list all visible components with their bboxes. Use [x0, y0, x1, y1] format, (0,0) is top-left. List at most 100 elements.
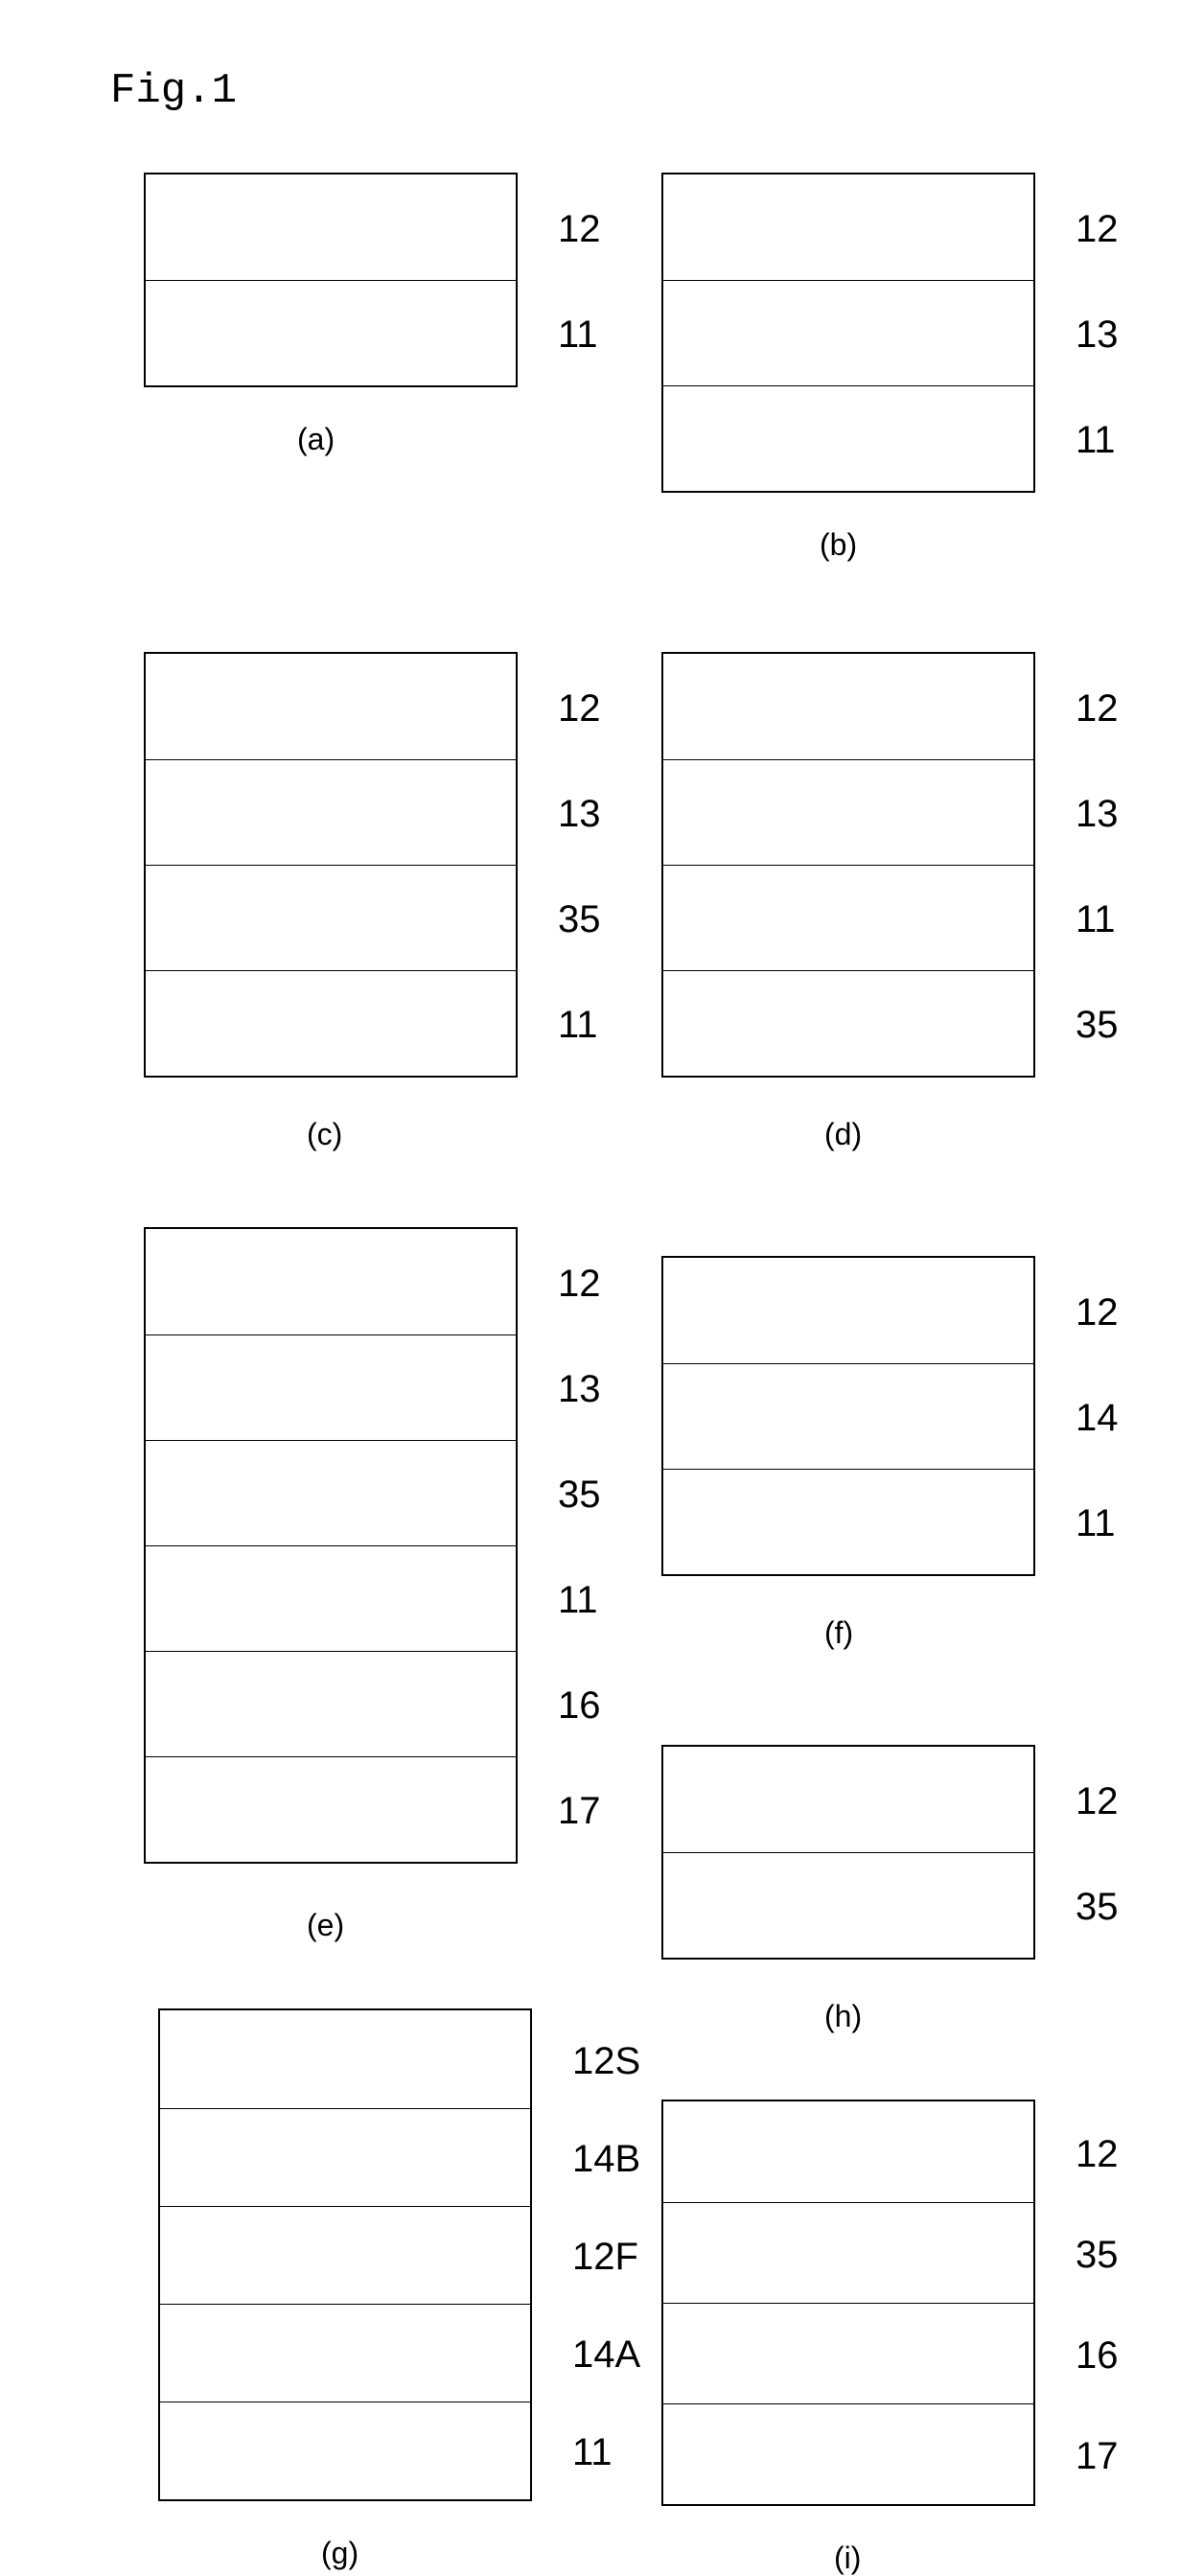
layer: 14	[661, 1363, 1035, 1469]
layer-label: 13	[1076, 313, 1119, 357]
layer: 11	[661, 1469, 1035, 1574]
layer-label: 12	[1076, 687, 1119, 731]
layer-label: 14B	[572, 2138, 640, 2181]
layer: 35	[661, 1852, 1035, 1958]
layer-stack-c: 12133511	[144, 652, 518, 1078]
layer-separator	[146, 1334, 516, 1335]
layer: 35	[144, 1440, 518, 1545]
layer-label: 14A	[572, 2333, 640, 2377]
subfigure-caption-a: (a)	[297, 422, 335, 457]
layer-label: 11	[572, 2431, 613, 2474]
layer: 12	[661, 2101, 1035, 2202]
layer: 12	[661, 1747, 1035, 1852]
layer-separator	[146, 280, 516, 281]
layer: 12S	[158, 2010, 532, 2108]
layer: 12	[661, 1258, 1035, 1363]
layer: 12	[661, 174, 1035, 280]
figure-title: Fig.1	[110, 67, 237, 115]
layer: 12	[661, 654, 1035, 759]
layer-label: 17	[1076, 2435, 1119, 2478]
layer-stack-f: 121411	[661, 1256, 1035, 1576]
layer: 11	[661, 385, 1035, 491]
layer-separator	[146, 865, 516, 866]
layer-label: 13	[558, 1368, 601, 1411]
layer-label: 11	[1076, 1502, 1116, 1545]
layer: 16	[661, 2303, 1035, 2403]
layer: 13	[661, 280, 1035, 385]
layer-label: 12S	[572, 2040, 640, 2083]
layer: 12	[144, 1229, 518, 1334]
subfigure-caption-g: (g)	[321, 2536, 359, 2571]
figure-page: Fig.1 1211(a)121311(b)12133511(c)1213113…	[0, 0, 1203, 2559]
layer-label: 35	[1076, 2234, 1119, 2277]
layer-label: 12	[1076, 1291, 1119, 1334]
layer-label: 11	[1076, 419, 1116, 462]
layer-separator	[146, 759, 516, 760]
layer: 14B	[158, 2108, 532, 2206]
layer: 35	[661, 2202, 1035, 2303]
subfigure-caption-b: (b)	[820, 527, 857, 563]
layer-label: 16	[1076, 2334, 1119, 2378]
layer-stack-g: 12S14B12F14A11	[158, 2008, 532, 2501]
layer-separator	[146, 1545, 516, 1546]
layer-separator	[663, 2303, 1033, 2304]
layer: 12F	[158, 2206, 532, 2304]
layer: 12	[144, 174, 518, 280]
layer-label: 17	[558, 1790, 601, 1833]
layer: 13	[144, 1334, 518, 1440]
layer-label: 12	[558, 687, 601, 731]
layer-stack-d: 12131135	[661, 652, 1035, 1078]
layer-label: 14	[1076, 1397, 1119, 1440]
layer-label: 12	[1076, 208, 1119, 251]
layer-label: 11	[558, 1004, 598, 1047]
layer: 11	[661, 865, 1035, 970]
layer-separator	[663, 1469, 1033, 1470]
layer-label: 11	[1076, 898, 1116, 941]
layer-separator	[146, 970, 516, 971]
subfigure-caption-h: (h)	[824, 1999, 862, 2034]
layer: 12	[144, 654, 518, 759]
layer-separator	[663, 970, 1033, 971]
layer-stack-b: 121311	[661, 173, 1035, 493]
subfigure-caption-e: (e)	[307, 1908, 344, 1943]
layer: 17	[661, 2403, 1035, 2504]
layer-separator	[663, 2403, 1033, 2404]
layer-separator	[146, 1756, 516, 1757]
layer-separator	[663, 865, 1033, 866]
layer-separator	[663, 1363, 1033, 1364]
layer-label: 12	[1076, 1780, 1119, 1823]
layer: 35	[144, 865, 518, 970]
layer: 14A	[158, 2304, 532, 2402]
layer-separator	[146, 1651, 516, 1652]
layer-label: 12F	[572, 2236, 638, 2279]
layer: 13	[144, 759, 518, 865]
layer-separator	[663, 1852, 1033, 1853]
layer-separator	[663, 759, 1033, 760]
layer-stack-i: 12351617	[661, 2100, 1035, 2506]
layer: 16	[144, 1651, 518, 1756]
layer-separator	[160, 2304, 530, 2305]
layer-label: 12	[1076, 2133, 1119, 2176]
layer-separator	[663, 385, 1033, 386]
subfigure-caption-d: (d)	[824, 1117, 862, 1152]
layer-stack-h: 1235	[661, 1745, 1035, 1960]
layer: 17	[144, 1756, 518, 1862]
layer-label: 35	[1076, 1886, 1119, 1929]
layer: 11	[158, 2402, 532, 2499]
layer-label: 35	[558, 1474, 601, 1517]
layer-label: 12	[558, 1263, 601, 1306]
subfigure-caption-f: (f)	[824, 1615, 853, 1651]
layer-label: 12	[558, 208, 601, 251]
layer-label: 16	[558, 1684, 601, 1728]
layer-label: 11	[558, 1579, 598, 1622]
layer-stack-e: 121335111617	[144, 1227, 518, 1864]
subfigure-caption-c: (c)	[307, 1117, 342, 1152]
layer-separator	[160, 2206, 530, 2207]
layer-label: 35	[1076, 1004, 1119, 1047]
layer-stack-a: 1211	[144, 173, 518, 387]
layer-separator	[146, 1440, 516, 1441]
layer-label: 11	[558, 313, 598, 357]
layer-label: 13	[558, 793, 601, 836]
layer-separator	[663, 280, 1033, 281]
layer-separator	[160, 2108, 530, 2109]
